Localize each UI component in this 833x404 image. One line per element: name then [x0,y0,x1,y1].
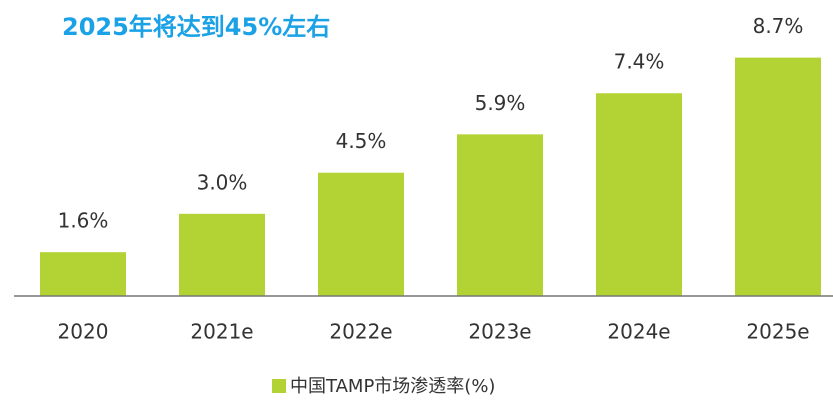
legend-label: 中国TAMP市场渗透率(%) [290,376,495,397]
x-tick-label: 2024e [607,320,670,344]
x-tick-label: 2022e [329,320,392,344]
value-label: 4.5% [336,129,387,153]
chart-annotation: 2025年将达到45%左右 [62,13,330,41]
bar [735,57,821,297]
x-tick-label: 2021e [190,320,253,344]
bar [40,252,126,296]
x-tick-label: 2023e [468,320,531,344]
value-label: 3.0% [197,170,248,194]
bar [596,93,682,297]
bar [457,134,543,296]
legend-swatch [272,379,286,393]
value-label: 5.9% [475,91,526,115]
value-label: 7.4% [614,50,665,74]
value-label: 1.6% [58,209,109,233]
value-label: 8.7% [753,14,804,38]
bar [179,213,265,296]
bar [318,172,404,296]
x-tick-label: 2020 [58,320,109,344]
x-tick-label: 2025e [746,320,809,344]
